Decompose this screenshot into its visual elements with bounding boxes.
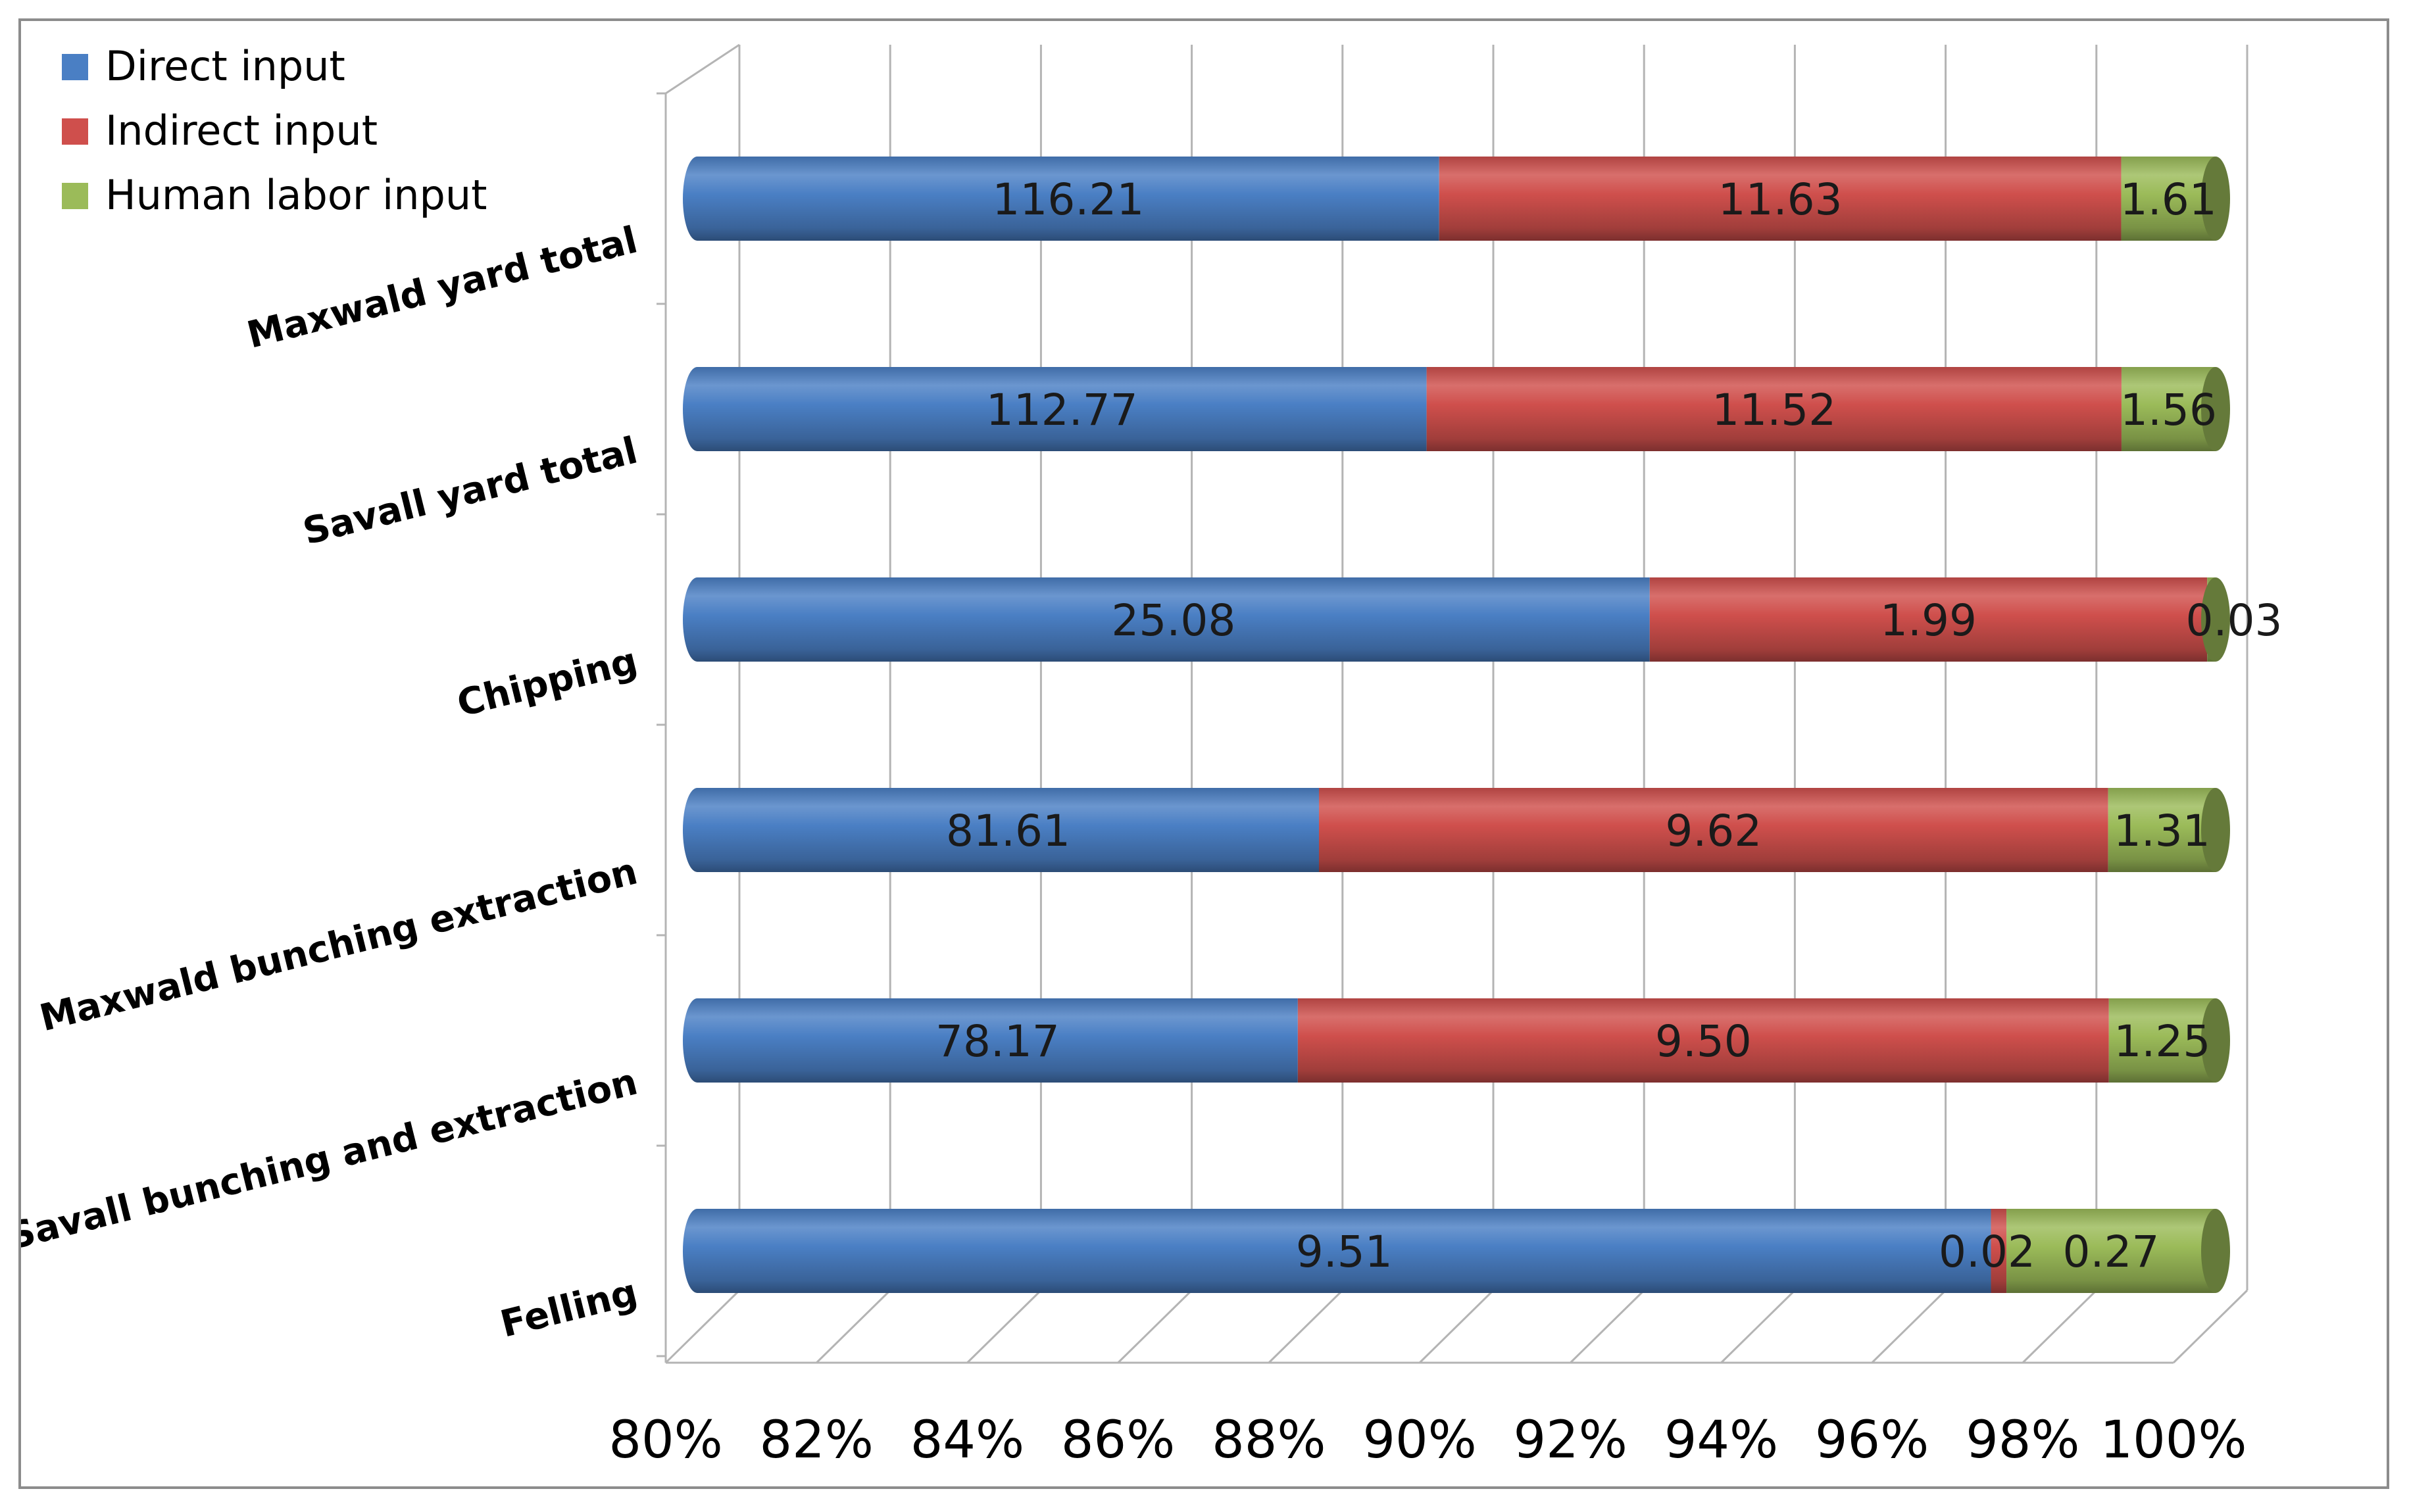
x-tick-label: 100% [2100, 1411, 2247, 1470]
x-tick-label: 80% [608, 1411, 722, 1470]
data-label: 78.17 [935, 1016, 1060, 1067]
data-label: 1.25 [2114, 1016, 2210, 1067]
floor-gridline [966, 1289, 1042, 1364]
bar-end-cap [2201, 367, 2230, 451]
data-label: 81.61 [946, 806, 1070, 856]
data-label: 9.50 [1655, 1016, 1752, 1067]
floor-gridline [2172, 1289, 2248, 1364]
category-labels: Maxwald yard total Savall yard total Chipp… [21, 219, 641, 1346]
bar-segment [1439, 157, 2122, 241]
data-label: 116.21 [992, 174, 1144, 225]
bar-segment [2108, 998, 2216, 1083]
bar-segment [1297, 998, 2109, 1083]
legend-swatch [62, 118, 88, 145]
legend-swatch [62, 183, 88, 209]
chart-frame: 116.21 11.63 1.61 112.77 11.52 1.56 25.08 1.99 0… [18, 18, 2389, 1489]
bar-segment [2108, 788, 2216, 872]
bar-end-cap [2201, 1209, 2230, 1293]
data-label: 1.99 [1880, 595, 1977, 646]
floor-gridline [1117, 1289, 1193, 1364]
bar-segment [2121, 157, 2216, 241]
bar-segment [697, 367, 1427, 451]
floor-gridline [2022, 1289, 2097, 1364]
bar-segment [697, 998, 1298, 1083]
data-label: 112.77 [986, 385, 1138, 435]
x-tick-label: 88% [1212, 1411, 1326, 1470]
x-tick-label: 86% [1061, 1411, 1175, 1470]
data-label: 9.51 [1296, 1227, 1393, 1277]
bar-segment [697, 157, 1439, 241]
floor-gridline [1418, 1289, 1495, 1364]
bar-segment [697, 788, 1319, 872]
bar-segment [1649, 577, 2208, 662]
bars [683, 157, 2230, 1293]
bar-segment [1318, 788, 2108, 872]
data-label: 11.63 [1718, 174, 1843, 225]
category-label: Maxwald bunching extraction [36, 850, 641, 1040]
bar-segment [1991, 1209, 2007, 1293]
x-tick-label: 82% [760, 1411, 874, 1470]
floor-gridline [1268, 1289, 1343, 1364]
bar-end-cap [2201, 788, 2230, 872]
legend-label: Indirect input [105, 107, 378, 155]
legend-label: Human labor input [105, 171, 487, 219]
data-label: 0.27 [2063, 1227, 2160, 1277]
category-label: Maxwald yard total [243, 219, 641, 357]
data-label: 0.02 [1939, 1227, 2035, 1277]
floor-gridline [1871, 1289, 1947, 1364]
bar-segment [1426, 367, 2122, 451]
floor-gridline [1720, 1289, 1796, 1364]
x-axis-ticks: 80% 82% 84% 86% 88% 90% 92% 94% 96% 98% 100% [608, 1411, 2247, 1470]
floor-gridline [1570, 1289, 1645, 1364]
floor-gridline [816, 1289, 891, 1364]
chart-walls [664, 43, 2173, 1364]
data-label: 0.03 [2186, 595, 2283, 646]
bar-segment [2121, 367, 2216, 451]
x-tick-label: 98% [1966, 1411, 2079, 1470]
data-label: 9.62 [1665, 806, 1762, 856]
data-label: 1.31 [2114, 806, 2210, 856]
bar-end-cap [2201, 998, 2230, 1083]
data-label: 11.52 [1712, 385, 1836, 435]
data-label: 1.61 [2120, 174, 2217, 225]
x-tick-label: 92% [1514, 1411, 1627, 1470]
data-label: 25.08 [1111, 595, 1235, 646]
legend: Direct input Indirect input Human labor in… [62, 42, 487, 219]
stacked-bar-chart: 116.21 11.63 1.61 112.77 11.52 1.56 25.08 1.99 0… [21, 42, 2283, 1470]
bar-end-cap [2201, 577, 2230, 662]
gridlines [657, 45, 2248, 1364]
legend-swatch [62, 54, 88, 80]
bar-segment [697, 577, 1650, 662]
category-label: Chipping [453, 640, 641, 726]
category-label: Savall yard total [299, 429, 641, 554]
side-wall-top-edge [665, 43, 740, 95]
category-label: Felling [496, 1271, 641, 1346]
x-tick-label: 96% [1815, 1411, 1929, 1470]
category-label: Savall bunching and extraction [21, 1061, 641, 1259]
bar-end-cap [2201, 157, 2230, 241]
bar-segment [697, 1209, 1991, 1293]
floor-gridline [664, 1289, 741, 1364]
x-tick-label: 90% [1362, 1411, 1476, 1470]
data-label: 1.56 [2120, 385, 2217, 435]
bar-segment [2006, 1209, 2216, 1293]
x-tick-label: 84% [910, 1411, 1024, 1470]
x-tick-label: 94% [1664, 1411, 1778, 1470]
legend-label: Direct input [105, 42, 345, 90]
data-labels: 116.21 11.63 1.61 112.77 11.52 1.56 25.08 1.99 0… [935, 174, 2283, 1277]
